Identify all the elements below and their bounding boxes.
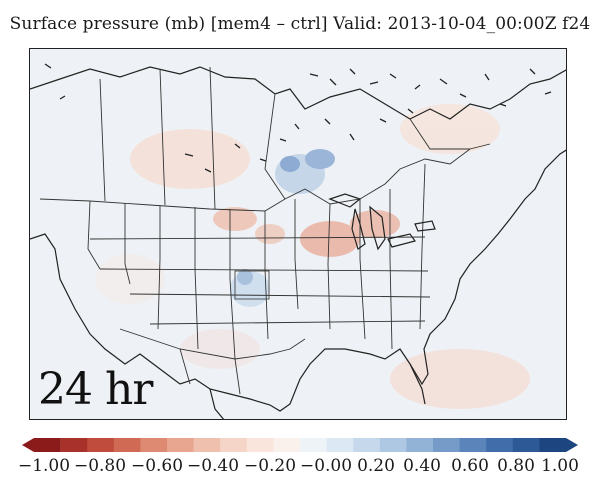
colorbar-tick: −0.60: [130, 456, 184, 476]
great-lakes: [328, 193, 436, 251]
colorbar-tick: −0.40: [186, 456, 240, 476]
colorbar-cell: [539, 438, 578, 452]
colorbar-tick: −0.20: [243, 456, 297, 476]
colorbar-cell: [22, 438, 61, 452]
colorbar-cell: [273, 438, 301, 452]
colorbar-tick: −0.00: [299, 456, 353, 476]
colorbar-cells: [22, 438, 578, 452]
colorbar-cell: [326, 438, 354, 452]
figure-title: Surface pressure (mb) [mem4 – ctrl] Vali…: [9, 14, 591, 34]
map-panel: 24 hr: [29, 48, 567, 420]
colorbar-cell: [353, 438, 381, 452]
colorbar-cell: [459, 438, 487, 452]
colorbar-tick: 1.00: [541, 456, 579, 476]
coastlines: [30, 66, 566, 419]
colorbar-cell: [87, 438, 115, 452]
forecast-time-label: 24 hr: [38, 364, 153, 415]
colorbar-cell: [60, 438, 88, 452]
colorbar-cell: [433, 438, 461, 452]
colorbar-cell: [167, 438, 195, 452]
highlight-box: [234, 270, 270, 300]
colorbar-cell: [220, 438, 248, 452]
colorbar-tick: −1.00: [17, 456, 71, 476]
state-borders: [39, 66, 491, 395]
colorbar-tick: 0.80: [497, 456, 535, 476]
colorbar-tick: 0.20: [357, 456, 395, 476]
colorbar: [22, 438, 578, 452]
anomaly-field: [95, 104, 530, 409]
colorbar-cell: [406, 438, 434, 452]
colorbar-cell: [193, 438, 221, 452]
colorbar-tick: −0.80: [73, 456, 127, 476]
small-lakes: [44, 63, 552, 173]
colorbar-tick: 0.60: [451, 456, 489, 476]
colorbar-cell: [379, 438, 407, 452]
colorbar-cell: [113, 438, 141, 452]
colorbar-tick-labels: −1.00 −0.80 −0.60 −0.40 −0.20 −0.00 0.20…: [0, 456, 600, 486]
north-america-map: [30, 63, 566, 419]
colorbar-cell: [140, 438, 168, 452]
colorbar-cell: [246, 438, 274, 452]
colorbar-cell: [300, 438, 328, 452]
colorbar-cell: [512, 438, 540, 452]
colorbar-tick: 0.40: [403, 456, 441, 476]
colorbar-cell: [486, 438, 514, 452]
